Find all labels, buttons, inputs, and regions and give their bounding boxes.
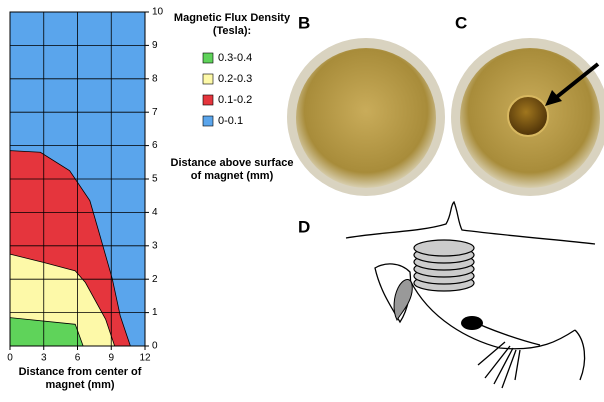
legend-label: 0.2-0.3 — [218, 73, 252, 85]
x-tick-label: 6 — [75, 353, 81, 364]
legend-swatch — [202, 115, 214, 127]
y-tick-label: 6 — [152, 140, 158, 151]
x-tick-label: 12 — [139, 353, 151, 364]
x-tick-label: 3 — [41, 353, 47, 364]
y-tick-label: 0 — [152, 341, 158, 352]
arrow — [551, 62, 600, 102]
y-tick-label: 10 — [152, 7, 164, 18]
arrow-head — [545, 90, 562, 106]
y-tick-label: 3 — [152, 240, 158, 251]
magnet-stack — [413, 239, 475, 292]
plot-frame — [9, 11, 146, 347]
panel-label: D — [298, 217, 310, 236]
y-tick-label: 7 — [152, 107, 158, 118]
panel-label: C — [455, 13, 467, 32]
legend-label: 0.1-0.2 — [218, 94, 252, 106]
x-tick-label: 9 — [108, 353, 114, 364]
mouse-ear — [393, 279, 413, 322]
y-tick-label: 5 — [152, 174, 158, 185]
y-tick-label: 2 — [152, 274, 158, 285]
y-tick-label: 9 — [152, 40, 158, 51]
particle-spot — [507, 95, 549, 137]
y-tick-label: 1 — [152, 307, 158, 318]
dish — [296, 48, 436, 188]
legend-label: 0.3-0.4 — [218, 52, 252, 64]
mouse-drawing — [345, 200, 596, 389]
legend-swatch — [202, 73, 214, 85]
x-tick-label: 0 — [7, 353, 13, 364]
y-tick-label: 8 — [152, 73, 158, 84]
mouse-eye — [461, 316, 483, 330]
panel-label: B — [298, 13, 310, 32]
y-tick-label: 4 — [152, 207, 158, 218]
legend-swatch — [202, 94, 214, 106]
x-axis-title: Distance from center of magnet (mm) — [19, 366, 142, 391]
legend-title: Magnetic Flux Density (Tesla): — [174, 12, 291, 37]
legend-label: 0-0.1 — [218, 115, 243, 127]
y-axis-title: Distance above surface of magnet (mm) — [171, 157, 294, 182]
legend-swatch — [202, 52, 214, 64]
